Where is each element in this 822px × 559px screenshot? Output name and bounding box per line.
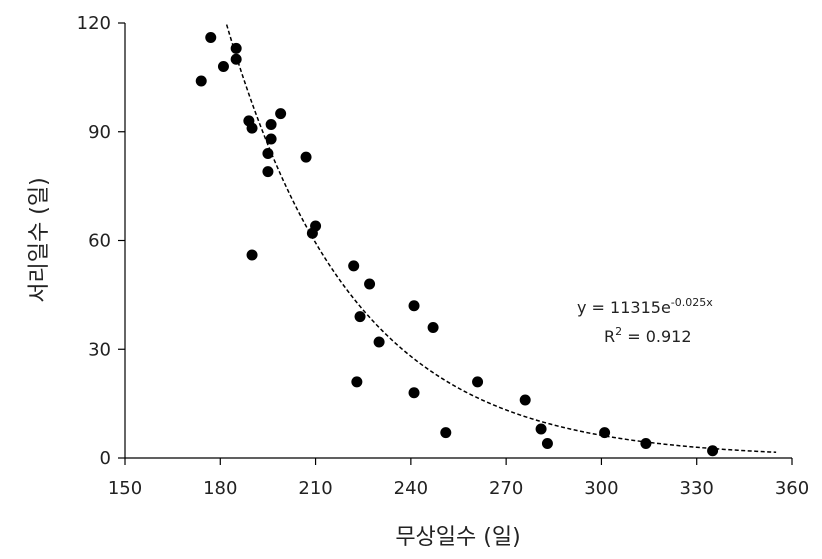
x-axis-title: 무상일수 (일) (395, 525, 520, 550)
data-point (519, 394, 531, 406)
x-tick-label: 270 (489, 478, 523, 499)
y-axis-title: 서리일수 (일) (27, 177, 52, 302)
points-group (195, 32, 719, 457)
data-point (408, 300, 420, 312)
data-point (472, 376, 484, 388)
data-point (351, 376, 363, 388)
data-point (440, 427, 452, 439)
trendline-group (225, 24, 777, 454)
data-point (195, 75, 207, 87)
x-tick-label: 330 (680, 478, 714, 499)
y-tick-label: 60 (88, 231, 111, 252)
r2-value: = 0.912 (622, 327, 691, 346)
trendline (225, 24, 777, 454)
axes (118, 22, 793, 465)
data-point (541, 438, 553, 449)
r2-prefix: R (604, 327, 615, 346)
data-point (217, 61, 229, 72)
data-point (246, 122, 258, 134)
data-point (640, 438, 652, 449)
x-tick-label: 240 (394, 478, 428, 499)
data-point (348, 260, 360, 272)
y-tick-label: 90 (88, 122, 111, 143)
data-point (364, 278, 376, 290)
data-point (373, 336, 385, 348)
data-point (265, 119, 277, 130)
data-point (408, 387, 420, 399)
data-point (246, 249, 258, 261)
data-point (707, 445, 719, 457)
r2-superscript: 2 (615, 325, 622, 338)
equation-exponent: -0.025x (671, 296, 713, 309)
data-point (262, 148, 274, 159)
data-point (310, 220, 322, 232)
data-point (230, 42, 242, 54)
data-point (265, 133, 277, 145)
y-tick-labels: 0 30 60 90 120 (77, 13, 111, 469)
x-tick-label: 300 (584, 478, 618, 499)
data-point (262, 166, 274, 178)
x-tick-label: 360 (775, 478, 809, 499)
data-point (230, 53, 242, 65)
x-tick-labels: 150 180 210 240 270 300 330 360 (108, 478, 809, 499)
x-tick-label: 150 (108, 478, 142, 499)
r-squared-label: R2 = 0.912 (604, 325, 692, 346)
y-tick-label: 120 (77, 13, 111, 34)
x-tick-label: 180 (203, 478, 237, 499)
data-point (427, 322, 439, 333)
x-tick-label: 210 (298, 478, 332, 499)
data-point (354, 311, 366, 323)
y-tick-label: 0 (100, 448, 111, 469)
equation-base: y = 11315e (577, 298, 671, 317)
data-point (300, 151, 312, 163)
y-tick-label: 30 (88, 339, 111, 360)
data-point (205, 32, 217, 43)
data-point (535, 423, 547, 435)
data-point (599, 427, 611, 439)
data-point (275, 108, 287, 120)
trendline-equation: y = 11315e-0.025x (577, 296, 713, 317)
